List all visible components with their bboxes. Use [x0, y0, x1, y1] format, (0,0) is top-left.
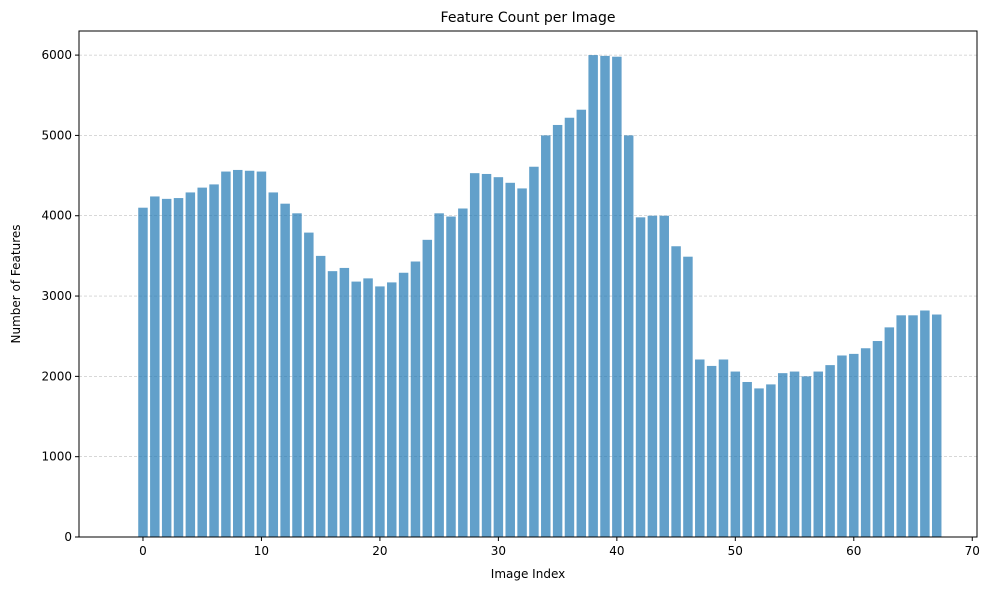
bar: [387, 282, 397, 537]
bar: [849, 353, 859, 537]
bar: [315, 255, 326, 537]
y-axis-label: Number of Features: [9, 225, 23, 344]
bar: [363, 278, 373, 537]
x-tick-label: 60: [846, 544, 861, 558]
y-tick-label: 4000: [41, 209, 72, 223]
bar: [481, 173, 492, 537]
bar: [458, 208, 468, 537]
bar: [884, 327, 895, 537]
x-tick-label: 40: [609, 544, 624, 558]
bar: [706, 365, 717, 537]
bar: [588, 55, 598, 537]
bar: [552, 124, 563, 537]
x-tick-label: 50: [728, 544, 743, 558]
y-tick-label: 2000: [41, 369, 72, 383]
bar: [671, 246, 681, 537]
bar: [754, 388, 764, 537]
bar: [505, 182, 515, 538]
bar: [908, 315, 918, 537]
y-ticks: 0 1000 2000 3000 4000 5000 6000: [41, 48, 79, 544]
bar: [777, 373, 788, 537]
x-ticks: 0 10 20 30 40 50 60 70: [139, 537, 980, 558]
bar: [576, 109, 587, 537]
bar: [695, 359, 705, 537]
bar: [256, 171, 267, 538]
bar: [635, 217, 646, 538]
bar: [600, 55, 610, 538]
bar: [493, 177, 504, 537]
x-axis-label: Image Index: [491, 567, 565, 581]
bar: [825, 365, 835, 537]
bar: [233, 169, 243, 537]
bar: [612, 56, 622, 537]
bar: [860, 348, 871, 537]
bar: [813, 371, 823, 537]
bar: [623, 135, 634, 537]
bar: [920, 310, 930, 537]
bar: [742, 381, 752, 537]
bar: [161, 198, 172, 537]
bar: [138, 207, 148, 537]
bar: [659, 215, 669, 537]
bar: [647, 215, 658, 537]
bar: [398, 272, 409, 537]
bar: [268, 192, 279, 537]
bar: [304, 232, 314, 537]
bar: [351, 281, 361, 537]
bar: [185, 192, 196, 537]
bar: [683, 256, 693, 537]
y-tick-label: 0: [64, 530, 72, 544]
bar: [801, 376, 812, 537]
chart-title: Feature Count per Image: [441, 10, 616, 26]
bars-layer: [138, 55, 942, 538]
bar: [292, 213, 302, 538]
x-tick-label: 20: [372, 544, 387, 558]
bar: [339, 267, 350, 537]
bar: [896, 315, 906, 537]
bar: [209, 184, 219, 537]
bar: [564, 117, 575, 537]
bar: [541, 135, 551, 537]
bar: [150, 196, 160, 537]
x-tick-label: 0: [139, 544, 147, 558]
bar: [730, 371, 741, 537]
bar: [872, 341, 883, 537]
bar: [173, 198, 184, 538]
bar: [766, 384, 776, 537]
bar: [375, 286, 385, 537]
bar: [718, 359, 729, 537]
y-tick-label: 5000: [41, 128, 72, 142]
bar: [244, 170, 255, 537]
bar: [517, 188, 527, 537]
bar: [434, 213, 444, 538]
plot-frame: [78, 30, 978, 538]
bar: [789, 371, 800, 537]
y-tick-label: 3000: [41, 289, 72, 303]
bar: [837, 355, 847, 537]
x-tick-label: 30: [491, 544, 506, 558]
y-tick-label: 1000: [41, 450, 72, 464]
bar: [529, 166, 539, 537]
x-tick-label: 10: [254, 544, 269, 558]
bar: [931, 314, 942, 537]
y-tick-label: 6000: [41, 48, 72, 62]
bar: [327, 271, 338, 537]
bar: [221, 171, 231, 538]
bar: [280, 203, 290, 537]
bar: [410, 261, 421, 537]
bar: [469, 173, 480, 537]
bar: [446, 216, 456, 538]
bar: [197, 187, 207, 537]
x-tick-label: 70: [965, 544, 980, 558]
bar: [422, 239, 433, 538]
